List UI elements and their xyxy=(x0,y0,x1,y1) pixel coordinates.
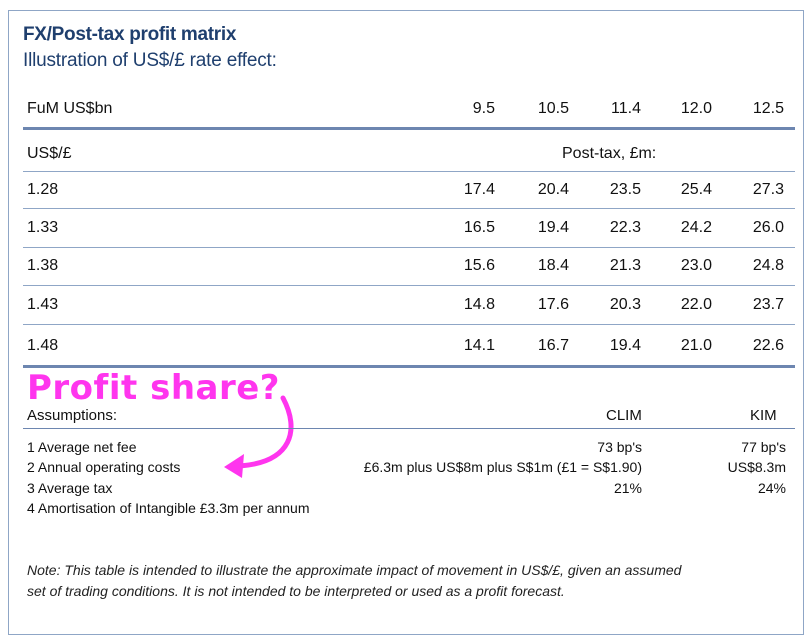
fum-col-4: 12.0 xyxy=(680,100,712,117)
value-cell: 17.4 xyxy=(463,181,495,198)
value-cell: 27.3 xyxy=(752,181,784,198)
value-cell: 25.4 xyxy=(680,181,712,198)
value-cell: 24.2 xyxy=(680,219,712,236)
assumptions-heading: Assumptions: xyxy=(27,407,118,424)
row-divider xyxy=(23,247,795,248)
row-divider xyxy=(23,171,795,172)
value-cell: 22.0 xyxy=(680,296,712,313)
assumption-clim-value: 73 bp's xyxy=(597,439,642,455)
value-cell: 17.6 xyxy=(537,296,569,313)
value-cell: 24.8 xyxy=(752,257,784,274)
header-rule xyxy=(23,127,795,130)
row-divider xyxy=(23,324,795,325)
row-divider xyxy=(23,285,795,286)
value-cell: 23.5 xyxy=(609,181,641,198)
fum-col-2: 10.5 xyxy=(537,100,569,117)
value-cell: 14.8 xyxy=(463,296,495,313)
value-cell: 23.0 xyxy=(680,257,712,274)
assumption-kim-value: 24% xyxy=(757,480,786,496)
rate-cell: 1.28 xyxy=(27,181,59,198)
clim-column-heading: CLIM xyxy=(606,407,642,424)
assumptions-rule xyxy=(23,428,795,429)
rate-cell: 1.48 xyxy=(27,337,59,354)
value-cell: 14.1 xyxy=(463,337,495,354)
rate-cell: 1.33 xyxy=(27,219,59,236)
assumption-label: 4 Amortisation of Intangible £3.3m per a… xyxy=(27,500,310,516)
rate-header-label: US$/£ xyxy=(27,145,72,162)
kim-column-heading: KIM xyxy=(750,407,777,424)
value-cell: 16.7 xyxy=(537,337,569,354)
assumption-kim-value: 77 bp's xyxy=(741,439,786,455)
assumption-clim-value: £6.3m plus US$8m plus S$1m (£1 = S$1.90) xyxy=(363,459,642,475)
profit-share-annotation: Profit share? xyxy=(27,368,281,408)
value-cell: 19.4 xyxy=(609,337,641,354)
fum-header-label: FuM US$bn xyxy=(27,100,113,117)
fum-col-5: 12.5 xyxy=(752,100,784,117)
row-divider xyxy=(23,208,795,209)
fum-col-1: 9.5 xyxy=(472,100,495,117)
value-cell: 23.7 xyxy=(752,296,784,313)
fum-col-3: 11.4 xyxy=(611,100,641,117)
value-cell: 21.0 xyxy=(680,337,712,354)
document-frame xyxy=(8,10,804,635)
unit-label: Post-tax, £m: xyxy=(562,145,657,162)
value-cell: 26.0 xyxy=(752,219,784,236)
value-cell: 18.4 xyxy=(537,257,569,274)
rate-cell: 1.43 xyxy=(27,296,59,313)
table-bottom-rule xyxy=(23,365,795,368)
assumption-label: 2 Annual operating costs xyxy=(27,459,181,475)
assumption-kim-value: US$8.3m xyxy=(727,459,786,475)
value-cell: 22.6 xyxy=(752,337,784,354)
value-cell: 16.5 xyxy=(463,219,495,236)
value-cell: 20.4 xyxy=(537,181,569,198)
value-cell: 15.6 xyxy=(463,257,495,274)
value-cell: 19.4 xyxy=(537,219,569,236)
assumption-label: 3 Average tax xyxy=(27,480,113,496)
table-title: FX/Post-tax profit matrix xyxy=(23,24,237,45)
value-cell: 21.3 xyxy=(609,257,641,274)
note-line-1: Note: This table is intended to illustra… xyxy=(27,562,682,578)
rate-cell: 1.38 xyxy=(27,257,59,274)
note-line-2: set of trading conditions. It is not int… xyxy=(27,583,565,599)
table-subtitle: Illustration of US$/£ rate effect: xyxy=(23,50,277,71)
value-cell: 20.3 xyxy=(609,296,641,313)
assumption-label: 1 Average net fee xyxy=(27,439,137,455)
assumption-clim-value: 21% xyxy=(613,480,642,496)
value-cell: 22.3 xyxy=(609,219,641,236)
